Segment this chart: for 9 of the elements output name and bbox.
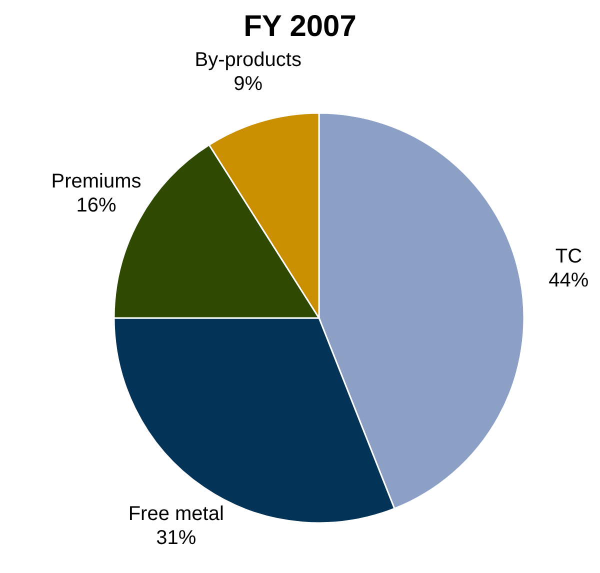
data-label: 16% (76, 194, 116, 217)
chart-title: FY 2007 (244, 10, 356, 43)
slice-label: By-products (194, 48, 302, 71)
data-label: 31% (156, 527, 196, 550)
data-label: 9% (234, 72, 263, 95)
slice-label: TC (555, 245, 582, 268)
slice-label: Premiums (51, 170, 142, 193)
data-label: 44% (548, 269, 589, 292)
slice-label: Free metal (128, 503, 224, 526)
